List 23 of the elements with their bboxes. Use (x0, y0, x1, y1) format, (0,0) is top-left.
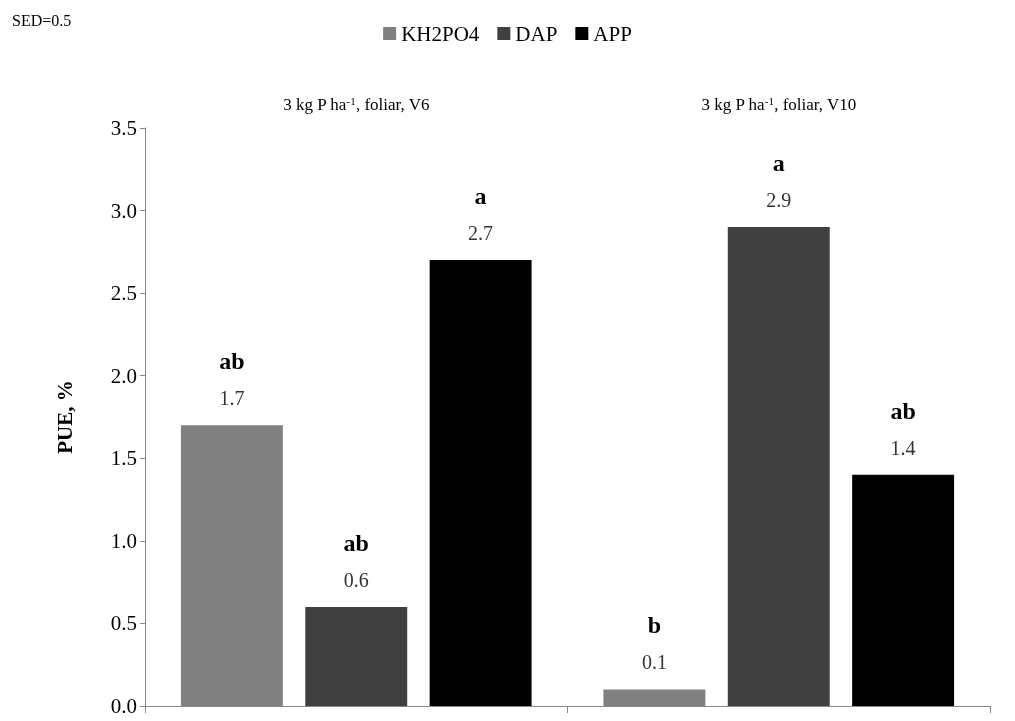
data-label: a 2.7 (468, 183, 494, 245)
data-label: ab 1.7 (219, 348, 245, 410)
bar (852, 474, 955, 706)
legend-label: KH2PO4 (401, 21, 480, 46)
y-tick-label: 3.5 (110, 116, 137, 140)
text: SED=0.5 (12, 11, 72, 29)
y-tick-label: 1.0 (110, 528, 137, 553)
y-tick-label: 1.5 (110, 446, 137, 471)
y-tick-label: 0.0 (110, 694, 137, 718)
data-label: a 2.9 (766, 150, 792, 212)
bar (305, 606, 408, 706)
y-tick-label: 3.0 (110, 198, 137, 223)
data-label: ab 0.6 (343, 529, 369, 591)
data-label: b 0.1 (641, 612, 667, 674)
y-tick-label: 2.0 (110, 363, 137, 388)
data-label: ab 1.4 (890, 397, 916, 459)
bar (429, 260, 532, 706)
y-tick-label: 2.5 (110, 281, 137, 306)
bar (727, 227, 830, 706)
legend-label: DAP (515, 21, 558, 46)
y-axis-title: PUE, % (52, 380, 77, 454)
legend-label: APP (593, 21, 632, 46)
y-tick-label: 0.5 (110, 611, 137, 636)
